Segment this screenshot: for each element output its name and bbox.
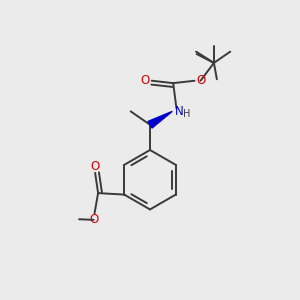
Text: O: O bbox=[141, 74, 150, 87]
Text: O: O bbox=[196, 74, 205, 87]
Text: N: N bbox=[175, 105, 183, 118]
Text: H: H bbox=[183, 109, 190, 119]
Text: O: O bbox=[90, 160, 99, 173]
Text: O: O bbox=[89, 213, 98, 226]
Polygon shape bbox=[148, 111, 172, 128]
